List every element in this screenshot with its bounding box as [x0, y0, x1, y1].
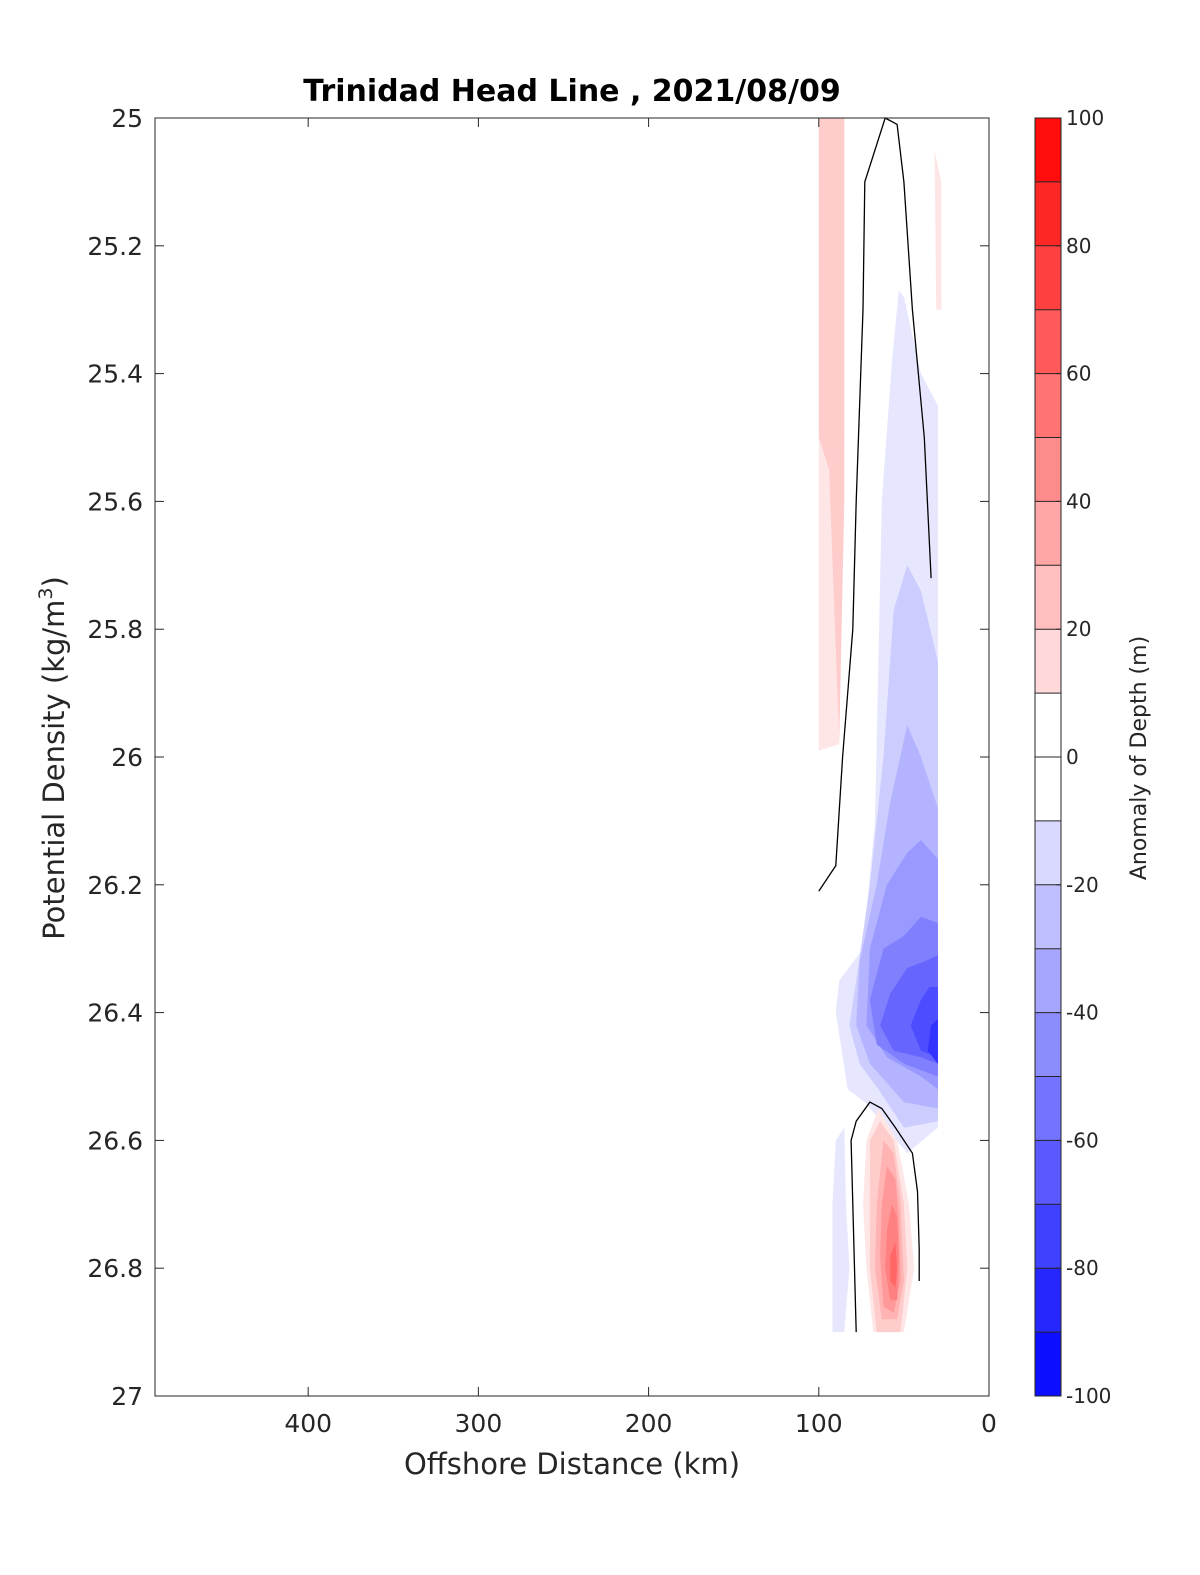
colorbar-swatch [1035, 1012, 1061, 1077]
y-tick-label: 25.8 [87, 615, 143, 644]
zero-contour-line-0 [818, 117, 932, 892]
colorbar-swatch [1035, 373, 1061, 438]
y-tick-label: 26 [111, 743, 143, 772]
zero-contour-lines [818, 117, 932, 1333]
colorbar-swatch [1035, 693, 1061, 757]
colorbar-tick-label: -60 [1066, 1128, 1099, 1152]
y-tick-label: 25.4 [87, 360, 143, 389]
colorbar-tick-label: -20 [1066, 873, 1099, 897]
colorbar-swatch [1035, 1268, 1061, 1333]
colorbar-swatch [1035, 884, 1061, 949]
contour-region-1 [934, 150, 942, 310]
colorbar-swatch [1035, 948, 1061, 1013]
colorbar-tick-label: -80 [1066, 1256, 1099, 1280]
colorbar-swatch [1035, 1332, 1061, 1396]
y-axis-title-end: ) [37, 576, 71, 587]
contour-region-13 [927, 1019, 938, 1064]
colorbar-tick-label: 80 [1066, 234, 1091, 258]
y-axis: 25 25.2 25.4 25.6 25.8 26 26.2 26.4 26.6 26.8 27 [87, 104, 989, 1411]
chart-title: Trinidad Head Line , 2021/08/09 [303, 74, 840, 109]
y-axis-title-main: Potential Density (kg/m [37, 600, 71, 940]
y-tick-label: 25.6 [87, 487, 143, 516]
colorbar-tick-label: 40 [1066, 489, 1091, 513]
colorbar-swatch [1035, 501, 1061, 566]
contour-region-14 [832, 1127, 850, 1333]
y-tick-label: 26.6 [87, 1126, 143, 1155]
colorbar-swatch [1035, 757, 1061, 821]
colorbar-swatch [1035, 565, 1061, 630]
colorbar-tick-label: 20 [1066, 617, 1091, 641]
colorbar-swatch [1035, 1204, 1061, 1269]
y-tick-label: 27 [111, 1382, 143, 1411]
colorbar-swatch [1035, 629, 1061, 694]
contour-region-5 [829, 437, 845, 745]
contour-fills [818, 118, 942, 1333]
x-axis-title: Offshore Distance (km) [404, 1447, 740, 1481]
y-axis-title-superscript: 3 [35, 587, 57, 599]
colorbar-swatch [1035, 118, 1061, 182]
colorbar-swatch [1035, 437, 1061, 502]
colorbar-swatch [1035, 1140, 1061, 1205]
x-tick-label: 300 [455, 1409, 503, 1438]
colorbar-swatch [1035, 1076, 1061, 1141]
colorbar: 100 80 60 40 20 0 -20 -40 -60 -80 -100 [1034, 106, 1111, 1408]
x-tick-label: 400 [284, 1409, 332, 1438]
colorbar-swatch [1035, 309, 1061, 374]
x-tick-label: 0 [981, 1409, 997, 1438]
y-tick-label: 26.8 [87, 1254, 143, 1283]
y-tick-label: 26.4 [87, 999, 143, 1028]
colorbar-swatch [1035, 181, 1061, 246]
colorbar-swatch [1035, 245, 1061, 310]
colorbar-tick-label: 100 [1066, 106, 1104, 130]
x-axis: 400 300 200 100 0 [284, 118, 997, 1438]
contour-region-20 [890, 1242, 898, 1288]
contour-region-4 [818, 118, 845, 470]
colorbar-tick-label: 0 [1066, 745, 1079, 769]
x-tick-label: 100 [795, 1409, 843, 1438]
contour-region-2 [818, 437, 840, 751]
x-tick-label: 200 [625, 1409, 673, 1438]
y-tick-label: 25.2 [87, 232, 143, 261]
y-tick-label: 25 [111, 104, 143, 133]
y-axis-title: Potential Density (kg/m3) [35, 576, 71, 940]
colorbar-tick-label: 60 [1066, 362, 1091, 386]
colorbar-title: Anomaly of Depth (m) [1127, 636, 1152, 880]
colorbar-tick-label: -40 [1066, 1001, 1099, 1025]
zero-contour-line-1 [850, 1101, 920, 1333]
y-tick-label: 26.2 [87, 871, 143, 900]
colorbar-tick-label: -100 [1066, 1384, 1111, 1408]
colorbar-swatch [1035, 820, 1061, 885]
